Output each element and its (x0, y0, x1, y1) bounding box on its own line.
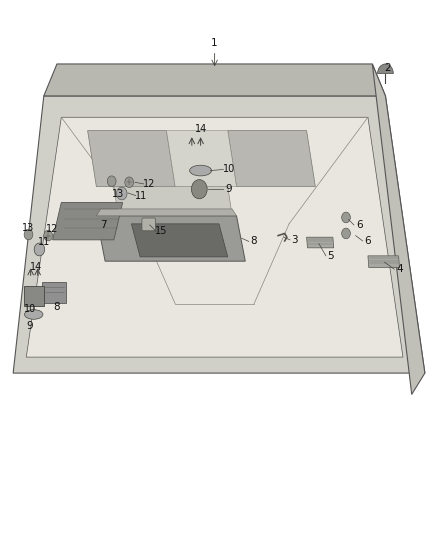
Ellipse shape (25, 310, 43, 319)
Polygon shape (13, 96, 425, 373)
Polygon shape (26, 117, 403, 357)
Circle shape (24, 229, 33, 240)
Text: 12: 12 (46, 224, 58, 234)
Text: 11: 11 (135, 191, 147, 200)
Text: 2: 2 (384, 63, 391, 73)
Polygon shape (114, 187, 237, 245)
Text: 8: 8 (251, 237, 258, 246)
Text: 12: 12 (143, 179, 155, 189)
Circle shape (107, 176, 116, 187)
Text: 9: 9 (26, 321, 33, 331)
Polygon shape (228, 131, 315, 187)
Text: 13: 13 (112, 189, 124, 199)
Text: 14: 14 (30, 262, 42, 271)
Polygon shape (53, 203, 123, 240)
Text: 10: 10 (24, 304, 36, 313)
Polygon shape (96, 209, 237, 216)
Text: 8: 8 (53, 302, 60, 312)
Ellipse shape (190, 165, 212, 176)
Bar (24, 286, 44, 306)
Circle shape (34, 243, 45, 256)
Bar (42, 282, 66, 303)
Polygon shape (166, 131, 237, 187)
FancyBboxPatch shape (142, 218, 155, 231)
Polygon shape (131, 224, 228, 257)
Circle shape (191, 180, 207, 199)
Circle shape (44, 230, 53, 241)
Text: 4: 4 (396, 264, 403, 274)
Text: 10: 10 (223, 165, 235, 174)
Text: 11: 11 (38, 237, 50, 247)
Polygon shape (44, 64, 385, 96)
Circle shape (342, 228, 350, 239)
Polygon shape (88, 131, 175, 187)
Text: 9: 9 (225, 184, 232, 194)
Polygon shape (368, 256, 399, 268)
Text: 6: 6 (356, 220, 363, 230)
Text: 5: 5 (327, 251, 334, 261)
Text: 15: 15 (155, 227, 167, 236)
Polygon shape (307, 237, 334, 248)
Text: 1: 1 (211, 38, 218, 47)
Text: 6: 6 (364, 236, 371, 246)
Text: 13: 13 (22, 223, 35, 233)
Text: 7: 7 (99, 220, 106, 230)
Circle shape (342, 212, 350, 223)
Wedge shape (378, 64, 393, 74)
Polygon shape (96, 216, 245, 261)
Text: 14: 14 (194, 124, 207, 134)
Circle shape (125, 177, 134, 188)
Text: 3: 3 (291, 235, 298, 245)
Circle shape (117, 187, 127, 200)
Polygon shape (372, 64, 425, 394)
